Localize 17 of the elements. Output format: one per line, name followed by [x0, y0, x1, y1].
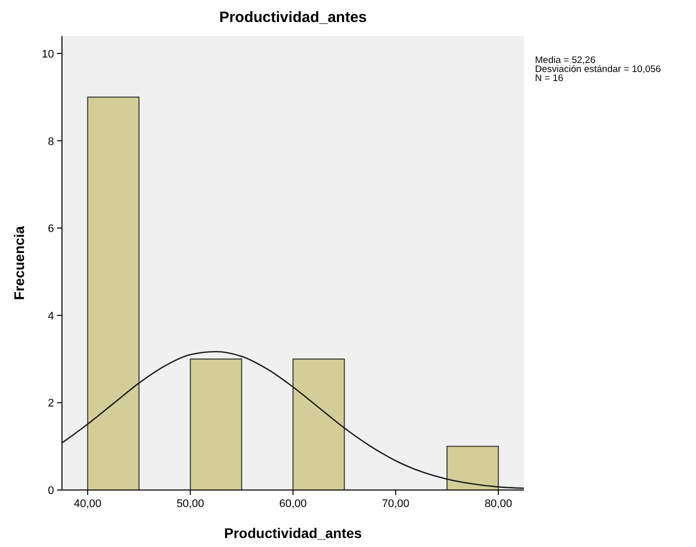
x-axis-title: Productividad_antes	[224, 525, 362, 541]
y-tick-label: 0	[48, 485, 54, 497]
chart-title: Productividad_antes	[219, 9, 367, 26]
y-tick-label: 4	[48, 310, 54, 322]
text: Media = 52,26	[535, 55, 596, 66]
y-tick-label: 2	[48, 398, 54, 410]
x-tick-label: 70,00	[382, 498, 410, 510]
y-tick-label: 6	[48, 223, 54, 236]
x-tick-label: 80,00	[484, 498, 512, 510]
x-tick-label: 40,00	[74, 498, 102, 510]
x-tick-label: 50,00	[176, 498, 204, 510]
text: Desviación estándar = 10,056	[535, 64, 661, 75]
text: N = 16	[535, 73, 564, 84]
x-tick-label: 60,00	[279, 498, 307, 510]
y-axis-title: Frecuencia	[11, 226, 27, 300]
y-tick-label: 8	[48, 136, 54, 148]
y-tick-label: 10	[42, 48, 54, 60]
